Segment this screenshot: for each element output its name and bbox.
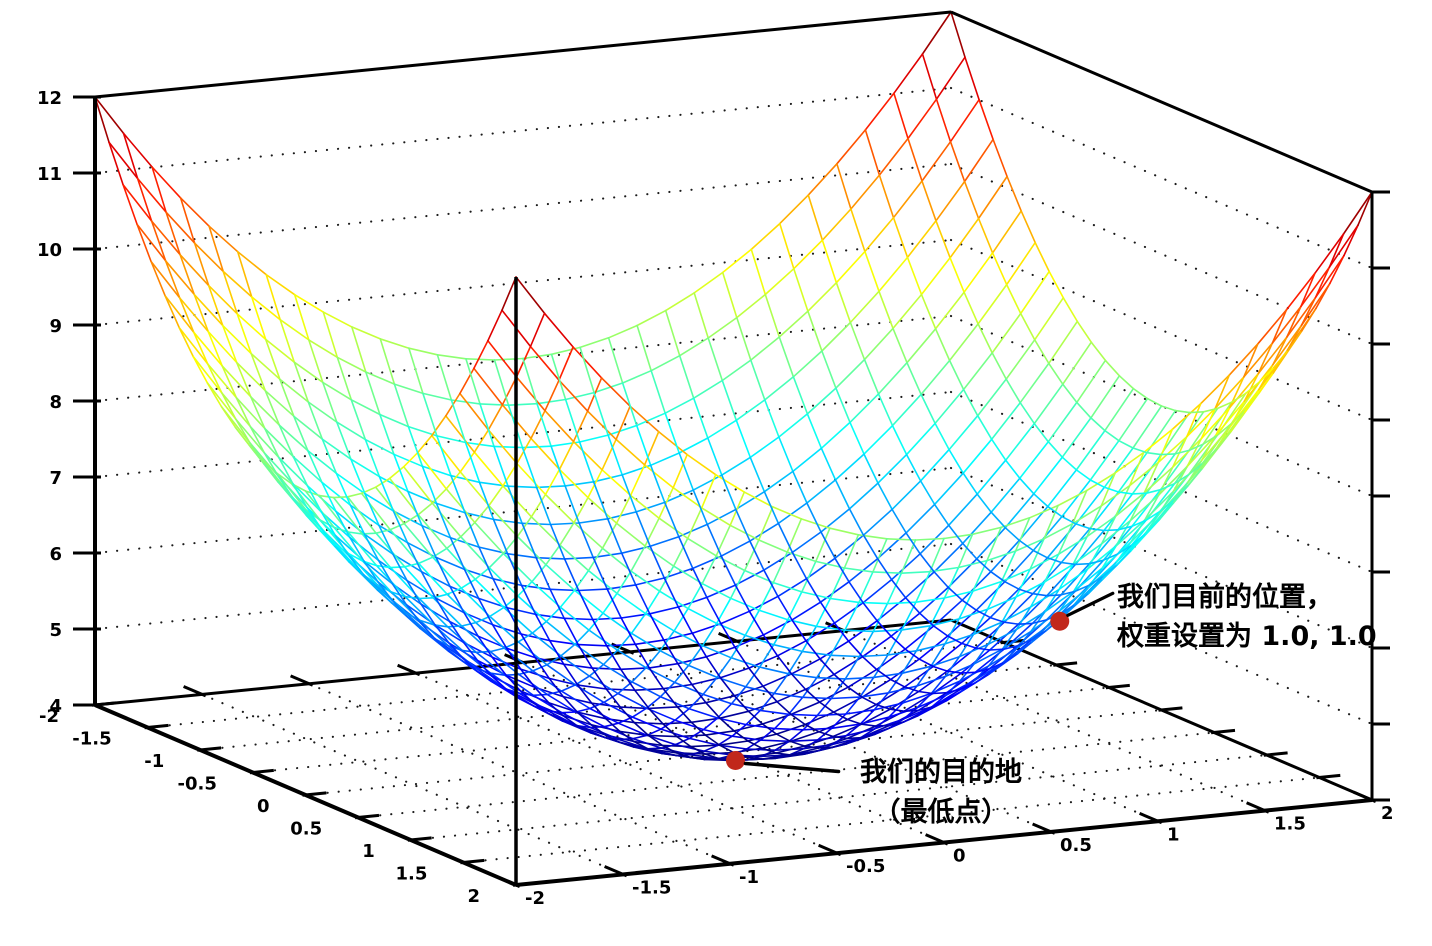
z-tick-label: 8 bbox=[49, 392, 62, 413]
surface-mesh bbox=[94, 11, 1373, 762]
current-position-dot bbox=[1050, 611, 1070, 631]
annotation-destination: 我们的目的地 （最低点） bbox=[791, 753, 1091, 833]
wall-gridlines bbox=[93, 86, 1374, 726]
x-tick-label: 2 bbox=[467, 886, 480, 907]
x-tick-label: 1 bbox=[362, 841, 375, 862]
axis-ticks bbox=[73, 95, 1390, 888]
annotation-current-position: 我们目前的位置， 权重设置为 1.0, 1.0 bbox=[1117, 578, 1377, 656]
z-tick-label: 11 bbox=[37, 164, 62, 185]
annotation-destination-line2: （最低点） bbox=[873, 797, 1009, 828]
x-tick-label: -1 bbox=[144, 751, 164, 772]
annotation-destination-line1: 我们的目的地 bbox=[860, 757, 1022, 788]
x-tick-label: -2 bbox=[39, 706, 59, 727]
x-tick-label: 0 bbox=[257, 796, 270, 817]
z-tick-label: 7 bbox=[49, 468, 62, 489]
x-tick-label: 1.5 bbox=[395, 864, 427, 885]
x-tick-label: 0.5 bbox=[290, 819, 322, 840]
y-tick-label: 0 bbox=[953, 846, 966, 867]
z-tick-label: 6 bbox=[49, 544, 62, 565]
y-tick-label: 2 bbox=[1381, 803, 1394, 824]
annotation-current-line2: 权重设置为 1.0, 1.0 bbox=[1117, 621, 1377, 652]
z-tick-label: 4 bbox=[49, 696, 62, 717]
y-tick-label: 1.5 bbox=[1274, 814, 1306, 835]
z-tick-label: 5 bbox=[49, 620, 62, 641]
z-tick-label: 10 bbox=[37, 240, 62, 261]
z-tick-label: 9 bbox=[49, 316, 62, 337]
destination-dot bbox=[726, 751, 745, 770]
annotation-current-line1: 我们目前的位置， bbox=[1117, 582, 1333, 613]
y-tick-label: -2 bbox=[525, 888, 545, 909]
y-tick-label: -1 bbox=[739, 867, 759, 888]
x-tick-label: -1.5 bbox=[72, 729, 111, 750]
floor-gridlines bbox=[146, 629, 1321, 876]
y-tick-label: -0.5 bbox=[846, 856, 885, 877]
y-tick-label: 0.5 bbox=[1060, 835, 1092, 856]
z-tick-label: 12 bbox=[37, 88, 62, 109]
y-tick-label: 1 bbox=[1167, 824, 1180, 845]
annotation-markers bbox=[726, 591, 1115, 774]
y-tick-label: -1.5 bbox=[632, 877, 671, 898]
x-tick-label: -0.5 bbox=[178, 774, 217, 795]
